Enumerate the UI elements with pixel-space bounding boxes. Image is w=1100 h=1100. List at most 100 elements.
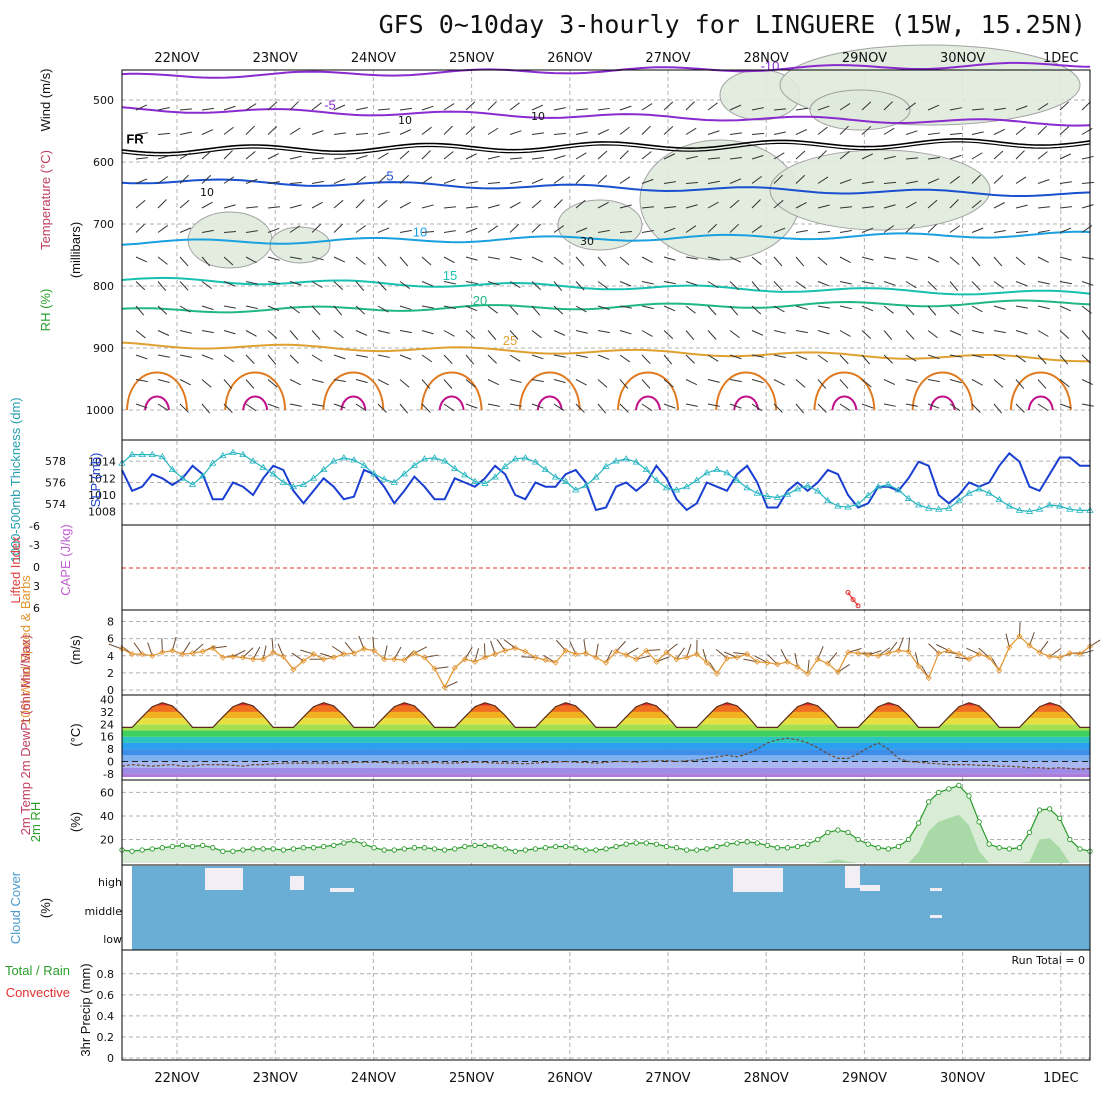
wind-barb — [1059, 227, 1072, 233]
rh-marker — [694, 847, 700, 853]
thickness-marker — [420, 455, 429, 462]
wind-barb — [377, 131, 390, 135]
wind-barb — [905, 102, 916, 111]
wind-barb — [971, 108, 984, 111]
wind-barb — [597, 256, 607, 267]
rh-marker — [361, 841, 367, 847]
wind-barb — [993, 379, 1004, 388]
wind-barb — [267, 153, 279, 160]
lifted-index-axis-label: Lifted Index — [8, 536, 23, 604]
wind-barb — [949, 354, 962, 358]
thickness-axis-label: 1000-500mb Thickness (dm) — [8, 397, 23, 562]
rh2m-axis-label: 2m RH — [28, 802, 43, 842]
rh-marker — [794, 843, 801, 850]
wind-barb — [839, 379, 849, 389]
wind-barb — [421, 403, 431, 413]
thickness-marker — [219, 451, 227, 459]
wind-barb — [465, 181, 478, 184]
wind-barb — [619, 305, 632, 309]
wind-barb — [751, 403, 763, 412]
wind-barb-10m — [1039, 640, 1049, 653]
wind-barb — [817, 330, 830, 335]
wind-barb — [927, 256, 940, 263]
lifted-tick-label: -3 — [29, 539, 40, 552]
wind-barb — [267, 305, 280, 312]
wind-barb — [1037, 379, 1047, 389]
wind-barb — [575, 152, 587, 160]
wind-barb — [707, 157, 720, 160]
wind-barb — [487, 256, 500, 260]
wind-barb — [201, 330, 214, 334]
thickness-marker — [723, 469, 731, 476]
wind-barb — [487, 305, 498, 314]
wind-barb — [861, 256, 874, 261]
wind-barb-10m — [414, 646, 428, 654]
date-label-bottom: 1DEC — [1043, 1071, 1079, 1086]
hot-isotherm-loop — [536, 395, 563, 411]
wind-barb — [201, 229, 214, 233]
wind-barb — [333, 199, 344, 209]
thickness-marker — [360, 461, 368, 468]
slp-tick-label: 1008 — [88, 506, 116, 519]
wind-speed-marker — [461, 656, 468, 663]
wind-barb — [157, 354, 170, 358]
wind-speed-marker — [290, 666, 297, 673]
wind-barb — [1081, 204, 1094, 209]
cloud-axis-label: Cloud Cover — [8, 871, 23, 944]
wind-barb — [1081, 330, 1091, 340]
thickness-marker — [582, 481, 590, 489]
wind-barb — [487, 379, 500, 386]
date-label-bottom: 23NOV — [253, 1071, 298, 1086]
thickness-marker — [904, 494, 913, 501]
date-label-top: 22NOV — [154, 51, 199, 66]
thickness-marker — [733, 476, 741, 483]
wind-barb — [817, 176, 829, 184]
wind-barb — [707, 379, 720, 383]
temperature-band — [122, 705, 1090, 712]
wind-barb — [1081, 256, 1094, 260]
wind-barb — [619, 230, 632, 233]
wind-barb — [399, 201, 411, 209]
thickness-tick-label: 578 — [45, 455, 66, 468]
wind-speed-marker — [986, 654, 993, 661]
wind-barb-10m — [232, 649, 246, 658]
wind-speed-marker — [814, 656, 821, 663]
wind-barb — [575, 403, 585, 413]
wind-barb — [949, 403, 961, 412]
wind-barb — [663, 379, 674, 388]
isotherm-line — [121, 276, 1091, 296]
thickness-tick-label: 574 — [45, 498, 66, 511]
wind-barb — [729, 330, 740, 339]
wind-tick-label: 2 — [107, 667, 114, 680]
date-label-top: 26NOV — [547, 51, 592, 66]
wind-barb — [597, 354, 610, 360]
temperature-tick-label: -8 — [103, 768, 114, 781]
thickness-marker — [773, 493, 782, 500]
wind-barb — [949, 154, 962, 160]
precip-axis-label: 3hr Precip (mm) — [78, 963, 93, 1056]
wind-barb — [509, 354, 521, 362]
wind-speed-marker — [623, 651, 630, 658]
wind-speed-marker — [300, 657, 307, 664]
wind-barb — [861, 354, 871, 365]
wind-barb — [597, 330, 610, 334]
wind-barb — [1015, 354, 1027, 363]
wind-barb-10m — [182, 641, 191, 655]
wind-speed-marker — [794, 663, 801, 670]
wind-barb — [355, 107, 368, 111]
wind-barb — [509, 256, 522, 261]
thickness-marker — [430, 454, 439, 461]
wind-barb — [795, 354, 808, 360]
cloud-gap — [930, 915, 942, 918]
date-label-bottom: 29NOV — [842, 1071, 887, 1086]
wind-barb — [311, 201, 323, 209]
wind-speed-marker — [371, 647, 378, 654]
wind-speed-marker — [199, 648, 206, 655]
wind-barb — [597, 174, 608, 184]
thickness-marker — [521, 454, 530, 461]
wind-speed-marker — [512, 645, 519, 652]
rh-marker — [673, 845, 680, 851]
rh-tick-label: 20 — [100, 833, 114, 846]
wind-barb — [443, 354, 453, 365]
rh-marker — [744, 839, 750, 845]
